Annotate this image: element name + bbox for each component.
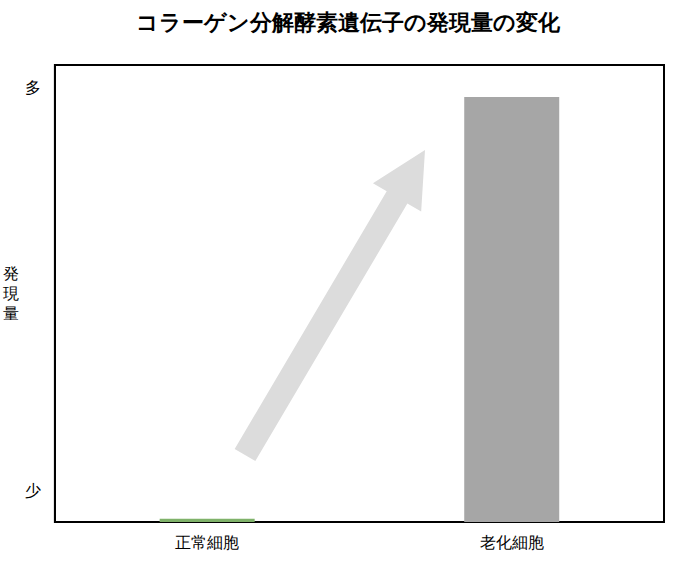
svg-text:多: 多: [25, 78, 41, 97]
svg-text:発: 発: [3, 264, 19, 283]
svg-text:少: 少: [25, 481, 41, 500]
svg-text:正常細胞: 正常細胞: [175, 533, 239, 552]
svg-text:コラーゲン分解酵素遺伝子の発現量の変化: コラーゲン分解酵素遺伝子の発現量の変化: [136, 10, 561, 35]
svg-text:量: 量: [3, 304, 19, 323]
svg-text:老化細胞: 老化細胞: [480, 533, 544, 552]
svg-text:現: 現: [3, 284, 19, 303]
